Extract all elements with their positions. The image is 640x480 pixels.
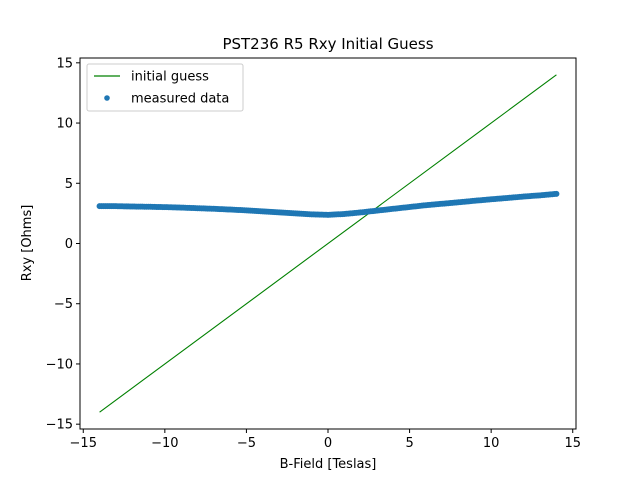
x-tick-label: 15 — [564, 436, 581, 451]
x-tick-label: −10 — [151, 436, 178, 451]
y-tick-label: −15 — [46, 418, 73, 433]
y-tick-label: 0 — [65, 237, 73, 252]
x-axis: −15 −10 −5 0 5 10 15 — [70, 429, 581, 451]
plot-area — [96, 74, 560, 413]
y-tick-label: −10 — [46, 357, 73, 372]
initial-guess-line — [99, 74, 557, 413]
x-axis-label: B-Field [Teslas] — [280, 457, 377, 472]
x-tick-label: 0 — [324, 436, 332, 451]
legend-box — [86, 63, 244, 112]
y-tick-label: 10 — [56, 117, 73, 132]
x-tick-label: −15 — [70, 436, 97, 451]
x-tick-label: 5 — [405, 436, 413, 451]
y-tick-label: 15 — [56, 56, 73, 71]
y-axis-label: Rxy [Ohms] — [20, 205, 35, 282]
legend-dot-swatch — [104, 95, 110, 101]
chart-title: PST236 R5 Rxy Initial Guess — [222, 35, 433, 53]
y-axis: −15 −10 −5 0 5 10 15 — [46, 56, 80, 433]
x-tick-label: −5 — [237, 436, 256, 451]
y-tick-label: 5 — [65, 177, 73, 192]
x-tick-label: 10 — [483, 436, 500, 451]
legend-label-initial-guess: initial guess — [131, 70, 209, 85]
data-point — [553, 190, 560, 197]
y-tick-label: −5 — [54, 297, 73, 312]
measured-data-points — [96, 190, 560, 218]
legend-label-measured-data: measured data — [131, 92, 229, 107]
legend: initial guess measured data — [86, 63, 244, 112]
